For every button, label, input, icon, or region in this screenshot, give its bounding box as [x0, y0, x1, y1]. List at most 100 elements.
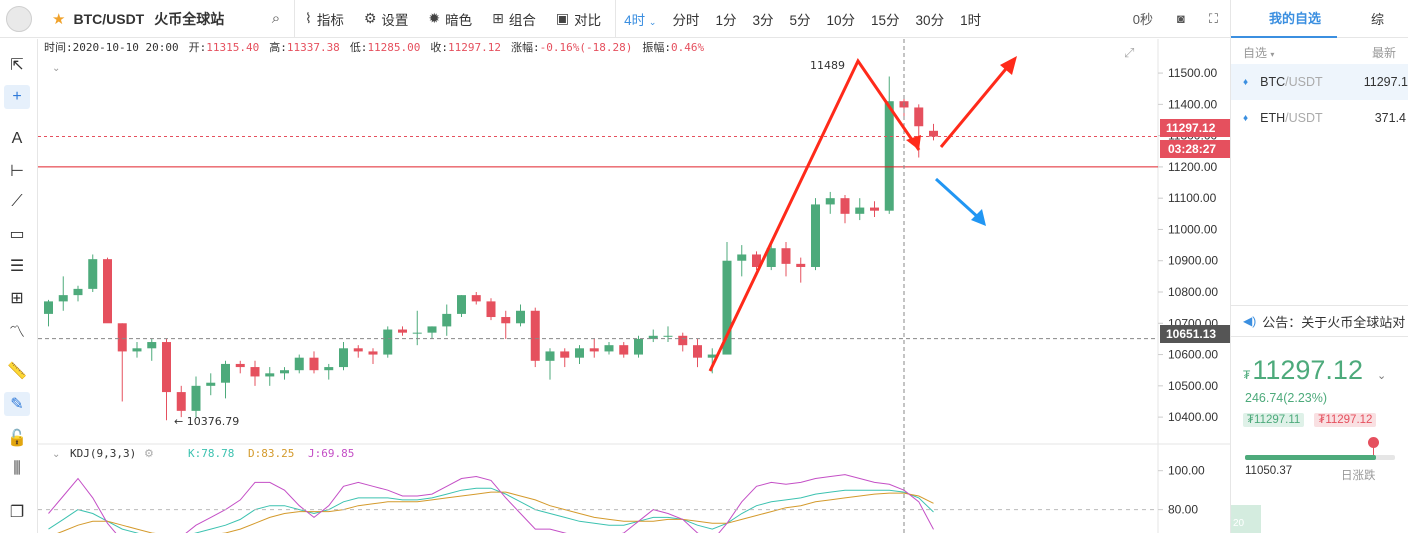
y-tick-label: 11500.00: [1168, 66, 1217, 80]
camera-icon[interactable]: ◙: [1177, 11, 1185, 26]
horizontal-line-icon[interactable]: ⊢: [10, 163, 24, 180]
candle-body: [457, 295, 466, 314]
candle-body: [324, 367, 334, 371]
candle-body: [825, 198, 835, 205]
kdj-d-value: D:83.25: [248, 447, 294, 460]
candle-body: [339, 348, 348, 368]
wave-icon[interactable]: 〽: [8, 324, 25, 341]
indicator-button[interactable]: ⌇ 指标: [305, 10, 344, 28]
candle-body: [929, 130, 938, 137]
drop-icon: ♦: [1243, 76, 1249, 88]
period-timeline[interactable]: 分时: [672, 12, 700, 28]
combine-button[interactable]: ⊞ 组合: [492, 10, 536, 28]
layers-icon[interactable]: ❐: [9, 504, 25, 521]
period-30m[interactable]: 30分: [915, 12, 945, 28]
price-chart[interactable]: 时间:2020-10-10 20:00 开:11315.40 高:11337.38 低…: [38, 39, 1230, 533]
tab-overview[interactable]: 综: [1371, 12, 1385, 27]
chevron-down-icon[interactable]: ⌄: [1376, 370, 1387, 382]
y-tick-label: 11100.00: [1168, 191, 1217, 205]
kdj-j-value: J:69.85: [308, 447, 354, 460]
drawing-toolbar: ⇱ + A ⊢ ⟋ ▭ ☰ ⊞ 〽 📏 ✎ 🔓 ⫼ ❐: [0, 39, 38, 533]
price-change: 246.74(2.23%): [1245, 391, 1328, 405]
logo: [0, 0, 38, 38]
symbol-name: BTC/USDT: [73, 10, 145, 27]
red-zigzag-arrow: [708, 58, 921, 372]
candle-body: [634, 338, 643, 355]
candle-body: [545, 351, 555, 361]
candle-body: [73, 288, 83, 296]
period-1h[interactable]: 1时: [960, 12, 982, 28]
period-active[interactable]: 4时 ⌄: [624, 12, 657, 28]
period-15m[interactable]: 15分: [871, 12, 900, 28]
search-icon[interactable]: ⌕: [271, 10, 281, 27]
kdj-settings-icon[interactable]: ⚙: [144, 448, 154, 460]
candle-body: [516, 310, 525, 324]
period-5m[interactable]: 5分: [789, 12, 811, 28]
y-tick-label: 10400.00: [1168, 410, 1218, 424]
candle-body: [88, 259, 98, 289]
candle-body: [191, 385, 201, 411]
bid-ask: ₮11297.11 ₮11297.12: [1243, 413, 1377, 427]
depth-chart: [1231, 505, 1261, 533]
period-10m[interactable]: 10分: [826, 12, 856, 28]
period-3m[interactable]: 3分: [752, 12, 774, 28]
day-range-bar: [1245, 455, 1395, 460]
dark-mode-button[interactable]: ✹ 暗色: [428, 10, 473, 28]
fibonacci-icon[interactable]: ⊞: [10, 290, 24, 307]
exchange-name: 火币全球站: [154, 10, 225, 27]
watchlist-sort[interactable]: 自选 ▾: [1243, 46, 1275, 60]
symbol-selector[interactable]: ★ BTC/USDT 火币全球站: [38, 9, 258, 29]
candle-body: [442, 313, 452, 327]
crosshair-icon[interactable]: +: [4, 85, 30, 109]
magnet-icon[interactable]: ⫼: [13, 460, 21, 477]
compare-button[interactable]: ▣ 对比: [555, 10, 602, 28]
grid-icon: ⊞: [492, 10, 504, 26]
parallel-lines-icon[interactable]: ☰: [9, 258, 25, 275]
y-tick-label: 10800.00: [1168, 285, 1218, 299]
candle-body: [560, 351, 570, 358]
watchlist-item-btc[interactable]: ♦ BTC/USDT 11297.1: [1231, 64, 1408, 100]
candle-body: [589, 348, 599, 352]
candle-body: [132, 348, 142, 352]
candle-body: [914, 107, 924, 127]
star-icon[interactable]: ★: [52, 10, 66, 28]
candle-body: [663, 335, 673, 337]
lock-icon[interactable]: 🔓: [7, 430, 27, 447]
tab-watchlist[interactable]: 我的自选: [1231, 0, 1338, 38]
caret-down-icon: ▾: [1270, 50, 1275, 59]
day-low: 11050.37: [1245, 465, 1293, 477]
notice-bar[interactable]: ◀) 公告：关于火币全球站对: [1231, 305, 1408, 337]
kdj-collapse-icon[interactable]: ⌄: [52, 449, 60, 460]
kdj-axis: 100.00 80.00: [38, 464, 1205, 517]
current-price-badge: [1160, 119, 1230, 137]
day-range-label: 日涨跌: [1341, 470, 1376, 482]
collapse-chevron-icon[interactable]: ⌄: [52, 63, 60, 74]
rectangle-icon[interactable]: ▭: [9, 226, 25, 243]
settings-button[interactable]: ⚙ 设置: [363, 10, 409, 28]
pencil-icon[interactable]: ✎: [4, 392, 30, 416]
candle-body: [265, 373, 275, 377]
watchlist-item-eth[interactable]: ♦ ETH/USDT 371.4: [1243, 111, 1406, 125]
candle-body: [280, 370, 289, 374]
period-1m[interactable]: 1分: [715, 12, 737, 28]
latest-header: 最新: [1371, 46, 1396, 60]
candle-body: [530, 310, 540, 361]
y-tick-label: 10900.00: [1168, 254, 1218, 268]
fullscreen-icon[interactable]: ⛶: [1208, 10, 1218, 26]
gear-icon: ⚙: [363, 10, 377, 26]
candle-body: [486, 301, 496, 318]
sun-icon: ✹: [428, 10, 441, 26]
text-icon[interactable]: A: [11, 130, 23, 147]
red-up-arrow: [939, 63, 1012, 148]
candle-body: [412, 332, 422, 334]
trend-line-icon[interactable]: ⟋: [11, 193, 23, 210]
candle-body: [471, 295, 481, 302]
ruler-icon[interactable]: 📏: [7, 363, 27, 380]
candles: [44, 76, 938, 421]
expand-icon[interactable]: ⤢: [1124, 45, 1134, 60]
drawn-arrows: [708, 56, 1017, 372]
candle-body: [752, 254, 761, 267]
cursor-icon[interactable]: ⇱: [10, 57, 24, 74]
candle-body: [501, 317, 511, 324]
countdown-seconds: 0秒: [1132, 12, 1154, 27]
